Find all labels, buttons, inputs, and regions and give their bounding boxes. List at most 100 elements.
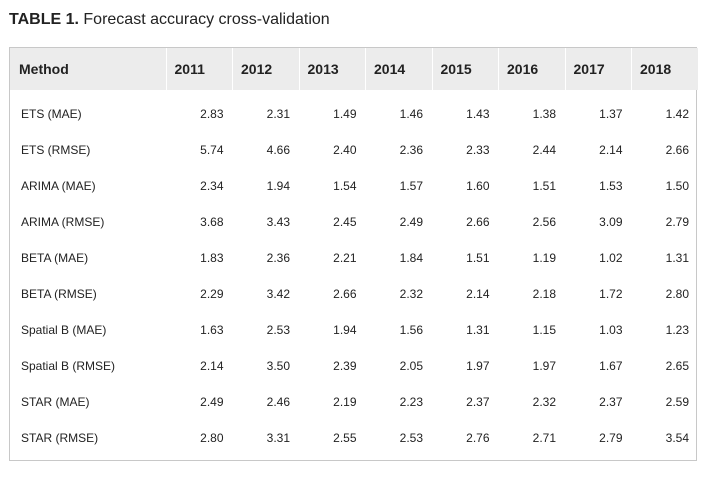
value-cell: 2.05 bbox=[399, 359, 423, 373]
value-cell: 2.18 bbox=[532, 287, 556, 301]
value-cell: 1.83 bbox=[200, 251, 224, 265]
row-method-cell: Spatial B (MAE) bbox=[21, 323, 107, 337]
value-cell: 1.19 bbox=[532, 251, 556, 265]
value-cell: 2.53 bbox=[266, 323, 290, 337]
row-method-cell: BETA (MAE) bbox=[21, 251, 89, 265]
value-cell: 3.31 bbox=[266, 431, 290, 445]
value-cell: 1.43 bbox=[466, 107, 490, 121]
value-cell: 1.51 bbox=[532, 179, 556, 193]
value-cell: 2.53 bbox=[399, 431, 423, 445]
column-header-2012: 2012 bbox=[232, 48, 300, 90]
value-cell: 1.94 bbox=[266, 179, 290, 193]
value-cell: 2.19 bbox=[333, 395, 357, 409]
table-row: Spatial B (MAE) 1.63 2.53 1.94 1.56 1.31 1.15 1… bbox=[10, 312, 698, 348]
value-cell: 2.66 bbox=[665, 143, 689, 157]
row-method-cell: ETS (RMSE) bbox=[21, 143, 91, 157]
table-row: BETA (MAE) 1.83 2.36 2.21 1.84 1.51 1.19 1.02 1.… bbox=[10, 240, 698, 276]
row-method-cell: Spatial B (RMSE) bbox=[21, 359, 116, 373]
value-cell: 2.56 bbox=[532, 215, 556, 229]
value-cell: 2.66 bbox=[333, 287, 357, 301]
value-cell: 1.97 bbox=[532, 359, 556, 373]
value-cell: 2.14 bbox=[599, 143, 623, 157]
value-cell: 2.79 bbox=[599, 431, 623, 445]
table-caption: TABLE 1. Forecast accuracy cross-validat… bbox=[9, 9, 330, 31]
value-cell: 1.49 bbox=[333, 107, 357, 121]
value-cell: 1.38 bbox=[532, 107, 556, 121]
row-method-cell: ETS (MAE) bbox=[21, 107, 82, 121]
column-header-2011: 2011 bbox=[166, 48, 233, 90]
table-row: ETS (MAE) 2.83 2.31 1.49 1.46 1.43 1.38 1.37 1.4… bbox=[10, 90, 698, 132]
value-cell: 4.66 bbox=[266, 143, 290, 157]
value-cell: 1.23 bbox=[665, 323, 689, 337]
column-header-2015: 2015 bbox=[432, 48, 499, 90]
row-method-cell: STAR (RMSE) bbox=[21, 431, 99, 445]
value-cell: 2.36 bbox=[266, 251, 290, 265]
value-cell: 2.39 bbox=[333, 359, 357, 373]
value-cell: 2.83 bbox=[200, 107, 224, 121]
value-cell: 2.55 bbox=[333, 431, 357, 445]
value-cell: 2.34 bbox=[200, 179, 224, 193]
table-row: ARIMA (MAE) 2.34 1.94 1.54 1.57 1.60 1.51 1.53 1… bbox=[10, 168, 698, 204]
column-header-2017: 2017 bbox=[565, 48, 632, 90]
row-method-cell: STAR (MAE) bbox=[21, 395, 90, 409]
column-header-2018: 2018 bbox=[631, 48, 698, 90]
value-cell: 3.42 bbox=[266, 287, 290, 301]
value-cell: 2.80 bbox=[200, 431, 224, 445]
value-cell: 3.54 bbox=[665, 431, 689, 445]
table-row: BETA (RMSE) 2.29 3.42 2.66 2.32 2.14 2.18 1.72 2… bbox=[10, 276, 698, 312]
value-cell: 2.71 bbox=[532, 431, 556, 445]
value-cell: 2.46 bbox=[266, 395, 290, 409]
value-cell: 1.63 bbox=[200, 323, 224, 337]
value-cell: 2.49 bbox=[200, 395, 224, 409]
value-cell: 1.31 bbox=[665, 251, 689, 265]
table-row: ETS (RMSE) 5.74 4.66 2.40 2.36 2.33 2.44 2.14 2.… bbox=[10, 132, 698, 168]
value-cell: 2.65 bbox=[665, 359, 689, 373]
value-cell: 1.56 bbox=[399, 323, 423, 337]
value-cell: 2.80 bbox=[665, 287, 689, 301]
value-cell: 2.49 bbox=[399, 215, 423, 229]
value-cell: 1.67 bbox=[599, 359, 623, 373]
value-cell: 1.03 bbox=[599, 323, 623, 337]
value-cell: 2.44 bbox=[532, 143, 556, 157]
value-cell: 1.46 bbox=[399, 107, 423, 121]
value-cell: 1.60 bbox=[466, 179, 490, 193]
table-row: Spatial B (RMSE) 2.14 3.50 2.39 2.05 1.97 1.97… bbox=[10, 348, 698, 384]
value-cell: 2.29 bbox=[200, 287, 224, 301]
value-cell: 2.14 bbox=[466, 287, 490, 301]
value-cell: 3.09 bbox=[599, 215, 623, 229]
value-cell: 1.72 bbox=[599, 287, 623, 301]
column-header-2014: 2014 bbox=[365, 48, 433, 90]
value-cell: 1.31 bbox=[466, 323, 490, 337]
column-header-method: Method bbox=[10, 48, 167, 90]
value-cell: 1.84 bbox=[399, 251, 423, 265]
value-cell: 2.32 bbox=[532, 395, 556, 409]
value-cell: 2.33 bbox=[466, 143, 490, 157]
value-cell: 1.37 bbox=[599, 107, 623, 121]
row-method-cell: BETA (RMSE) bbox=[21, 287, 97, 301]
row-method-cell: ARIMA (RMSE) bbox=[21, 215, 105, 229]
column-header-2013: 2013 bbox=[299, 48, 366, 90]
value-cell: 2.14 bbox=[200, 359, 224, 373]
value-cell: 3.43 bbox=[266, 215, 290, 229]
table-caption-label: TABLE 1. bbox=[9, 11, 79, 28]
value-cell: 1.94 bbox=[333, 323, 357, 337]
table-row: STAR (RMSE) 2.80 3.31 2.55 2.53 2.76 2.71 2.79 3… bbox=[10, 420, 698, 456]
value-cell: 2.40 bbox=[333, 143, 357, 157]
data-table: Method 2011 2012 2013 2014 2015 2016 2017 2018 E… bbox=[10, 48, 698, 456]
value-cell: 2.21 bbox=[333, 251, 357, 265]
value-cell: 2.45 bbox=[333, 215, 357, 229]
value-cell: 3.50 bbox=[266, 359, 290, 373]
value-cell: 5.74 bbox=[200, 143, 224, 157]
value-cell: 1.54 bbox=[333, 179, 357, 193]
value-cell: 2.36 bbox=[399, 143, 423, 157]
forecast-accuracy-table: Method 2011 2012 2013 2014 2015 2016 2017 2018 E… bbox=[9, 47, 698, 461]
value-cell: 1.57 bbox=[399, 179, 423, 193]
table-row: ARIMA (RMSE) 3.68 3.43 2.45 2.49 2.66 2.56 3.09… bbox=[10, 204, 698, 240]
value-cell: 1.42 bbox=[665, 107, 689, 121]
value-cell: 2.59 bbox=[665, 395, 689, 409]
table-body: ETS (MAE) 2.83 2.31 1.49 1.46 1.43 1.38 1.37 1.4… bbox=[10, 90, 698, 456]
value-cell: 2.32 bbox=[399, 287, 423, 301]
value-cell: 1.51 bbox=[466, 251, 490, 265]
value-cell: 2.23 bbox=[399, 395, 423, 409]
value-cell: 1.15 bbox=[532, 323, 556, 337]
